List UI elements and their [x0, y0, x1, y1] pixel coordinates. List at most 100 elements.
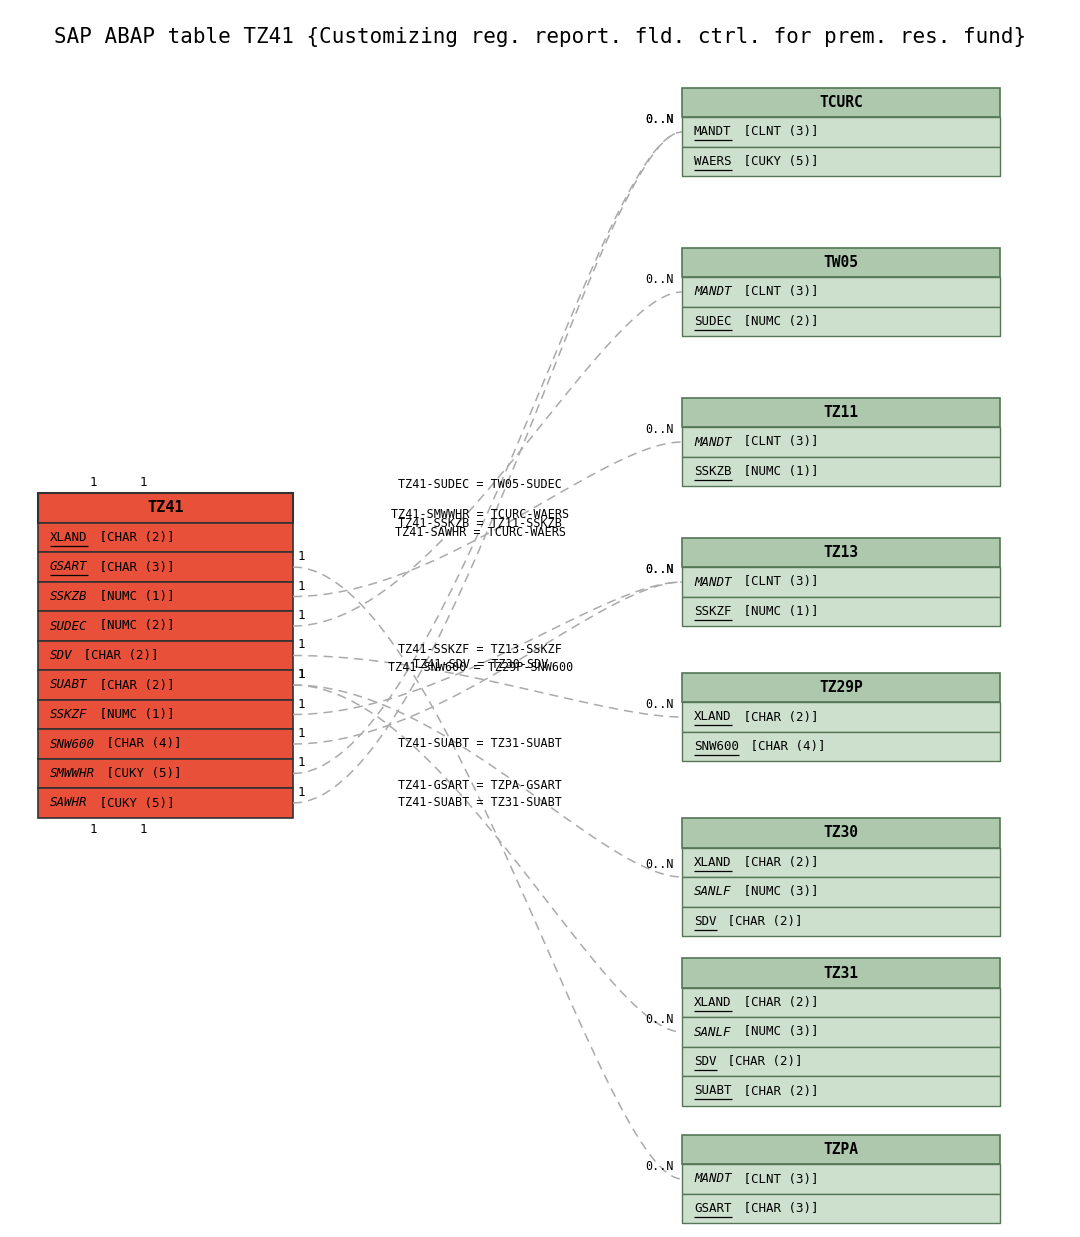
Text: [NUMC (1)]: [NUMC (1)] [92, 590, 174, 602]
FancyBboxPatch shape [681, 427, 1000, 456]
Text: TZ11: TZ11 [824, 404, 859, 421]
Text: [CHAR (2)]: [CHAR (2)] [735, 856, 818, 868]
Text: SDV: SDV [694, 1055, 716, 1068]
Text: MANDT: MANDT [694, 286, 731, 298]
Text: [CHAR (2)]: [CHAR (2)] [77, 649, 159, 662]
Text: [NUMC (3)]: [NUMC (3)] [735, 1025, 818, 1039]
Text: TZ41-SUABT = TZ31-SUABT: TZ41-SUABT = TZ31-SUABT [399, 797, 563, 809]
FancyBboxPatch shape [681, 456, 1000, 486]
Text: TZ41-SAWHR = TCURC-WAERS: TZ41-SAWHR = TCURC-WAERS [395, 526, 566, 539]
Text: [CUKY (5)]: [CUKY (5)] [99, 767, 181, 781]
Text: XLAND: XLAND [50, 531, 87, 544]
FancyBboxPatch shape [38, 700, 293, 730]
FancyBboxPatch shape [681, 568, 1000, 596]
Text: 1: 1 [298, 550, 306, 563]
FancyBboxPatch shape [681, 877, 1000, 907]
Text: 0..N: 0..N [646, 563, 674, 576]
FancyBboxPatch shape [681, 988, 1000, 1017]
Text: [CLNT (3)]: [CLNT (3)] [735, 575, 818, 589]
FancyBboxPatch shape [681, 307, 1000, 336]
Text: 1: 1 [90, 823, 97, 836]
Text: TZ41-GSART = TZPA-GSART: TZ41-GSART = TZPA-GSART [399, 779, 563, 792]
Text: [CHAR (2)]: [CHAR (2)] [92, 531, 174, 544]
Text: [CHAR (2)]: [CHAR (2)] [720, 1055, 804, 1068]
Text: TW05: TW05 [824, 255, 859, 270]
Text: 0..N: 0..N [646, 423, 674, 435]
Text: [CUKY (5)]: [CUKY (5)] [735, 155, 818, 168]
Text: 0..N: 0..N [646, 1013, 674, 1025]
FancyBboxPatch shape [681, 732, 1000, 761]
Text: [CLNT (3)]: [CLNT (3)] [735, 125, 818, 139]
Text: [CHAR (2)]: [CHAR (2)] [735, 1085, 818, 1097]
FancyBboxPatch shape [681, 88, 1000, 118]
Text: MANDT: MANDT [694, 1173, 731, 1185]
Text: TZ29P: TZ29P [819, 680, 863, 695]
Text: SSKZF: SSKZF [694, 605, 731, 618]
FancyBboxPatch shape [38, 581, 293, 611]
Text: 1: 1 [298, 785, 306, 799]
FancyBboxPatch shape [38, 788, 293, 818]
FancyBboxPatch shape [681, 673, 1000, 703]
FancyBboxPatch shape [681, 959, 1000, 988]
Text: TZ41-SUDEC = TW05-SUDEC: TZ41-SUDEC = TW05-SUDEC [399, 477, 563, 491]
Text: MANDT: MANDT [694, 125, 731, 139]
Text: XLAND: XLAND [694, 996, 731, 1009]
Text: [NUMC (1)]: [NUMC (1)] [735, 605, 818, 618]
Text: 1: 1 [298, 727, 306, 740]
FancyBboxPatch shape [38, 670, 293, 700]
Text: TZ41: TZ41 [147, 501, 184, 516]
FancyBboxPatch shape [38, 641, 293, 670]
Text: 1: 1 [298, 638, 306, 652]
FancyBboxPatch shape [681, 703, 1000, 732]
Text: SSKZB: SSKZB [50, 590, 87, 602]
Text: [NUMC (1)]: [NUMC (1)] [92, 708, 174, 721]
Text: XLAND: XLAND [694, 856, 731, 868]
FancyBboxPatch shape [38, 552, 293, 581]
Text: 1: 1 [298, 668, 306, 682]
FancyBboxPatch shape [681, 538, 1000, 568]
Text: TZ13: TZ13 [824, 546, 859, 560]
FancyBboxPatch shape [681, 277, 1000, 307]
Text: 0..N: 0..N [646, 113, 674, 126]
FancyBboxPatch shape [681, 818, 1000, 847]
Text: SSKZF: SSKZF [50, 708, 87, 721]
FancyBboxPatch shape [681, 596, 1000, 626]
Text: TCURC: TCURC [819, 95, 863, 110]
FancyBboxPatch shape [38, 758, 293, 788]
Text: [NUMC (2)]: [NUMC (2)] [735, 315, 818, 328]
FancyBboxPatch shape [681, 398, 1000, 427]
FancyBboxPatch shape [681, 1134, 1000, 1164]
Text: [CLNT (3)]: [CLNT (3)] [735, 1173, 818, 1185]
FancyBboxPatch shape [38, 730, 293, 758]
FancyBboxPatch shape [681, 1194, 1000, 1223]
Text: SUABT: SUABT [50, 679, 87, 691]
Text: 1: 1 [298, 668, 306, 682]
Text: TZ31: TZ31 [824, 966, 859, 981]
Text: 1: 1 [90, 476, 97, 490]
Text: [CHAR (4)]: [CHAR (4)] [743, 740, 825, 753]
Text: SNW600: SNW600 [50, 737, 95, 751]
Text: SANLF: SANLF [694, 1025, 731, 1039]
Text: SUDEC: SUDEC [694, 315, 731, 328]
Text: 1: 1 [298, 698, 306, 710]
Text: 0..N: 0..N [646, 1160, 674, 1173]
Text: 0..N: 0..N [646, 113, 674, 126]
FancyBboxPatch shape [681, 847, 1000, 877]
Text: [CUKY (5)]: [CUKY (5)] [92, 797, 174, 809]
Text: GSART: GSART [50, 560, 87, 574]
Text: TZ41-SUABT = TZ31-SUABT: TZ41-SUABT = TZ31-SUABT [399, 737, 563, 750]
Text: [CHAR (4)]: [CHAR (4)] [99, 737, 181, 751]
FancyBboxPatch shape [38, 611, 293, 641]
Text: SMWWHR: SMWWHR [50, 767, 95, 781]
Text: [NUMC (2)]: [NUMC (2)] [92, 620, 174, 632]
FancyBboxPatch shape [38, 523, 293, 552]
FancyBboxPatch shape [681, 147, 1000, 176]
Text: GSART: GSART [694, 1202, 731, 1215]
Text: MANDT: MANDT [694, 575, 731, 589]
Text: TZ41-SSKZB = TZ11-SSKZB: TZ41-SSKZB = TZ11-SSKZB [399, 517, 563, 529]
Text: 0..N: 0..N [646, 698, 674, 711]
Text: [CHAR (2)]: [CHAR (2)] [735, 996, 818, 1009]
Text: [CHAR (3)]: [CHAR (3)] [92, 560, 174, 574]
FancyBboxPatch shape [681, 1164, 1000, 1194]
Text: SAWHR: SAWHR [50, 797, 87, 809]
